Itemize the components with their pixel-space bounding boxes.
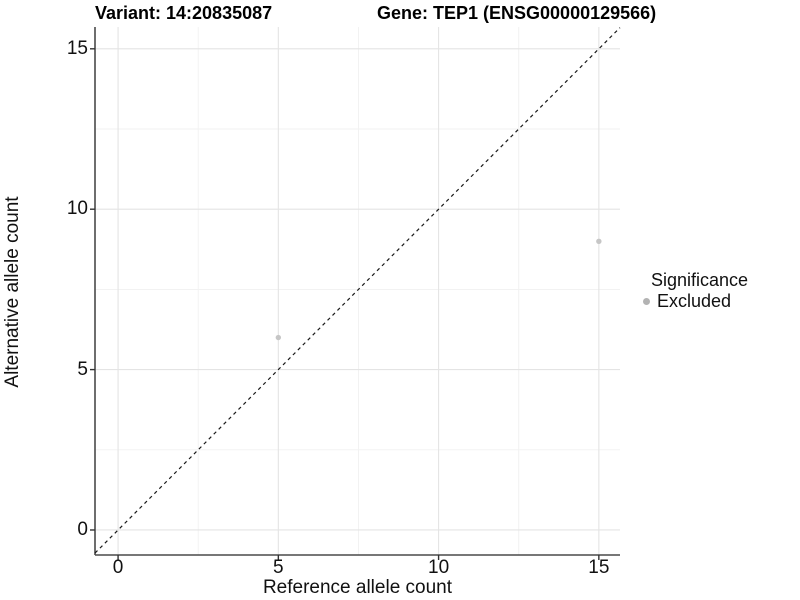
y-axis-title: Alternative allele count (2, 196, 23, 388)
legend-title: Significance (651, 270, 749, 290)
legend-item-excluded: Excluded (640, 291, 748, 311)
y-tick-label: 10 (66, 198, 88, 220)
legend: Significance Excluded (640, 270, 748, 311)
x-tick-label: 15 (588, 557, 610, 578)
y-tick-label: 0 (77, 518, 88, 540)
x-tick-label: 10 (428, 557, 450, 578)
legend-item-label: Excluded (657, 291, 732, 311)
x-tick-label: 0 (112, 557, 124, 578)
y-tick-label: 15 (66, 37, 88, 59)
x-axis-title: Reference allele count (262, 577, 453, 598)
excluded-marker-icon (643, 297, 650, 305)
plot-title-gene: Gene: TEP1 (ENSG00000129566) (377, 3, 657, 23)
plot-title-variant: Variant: 14:20835087 (95, 3, 273, 23)
y-tick-label: 5 (77, 358, 88, 380)
identity-reference-line (94, 27, 621, 554)
x-tick-label: 5 (273, 557, 284, 578)
data-point (596, 238, 602, 244)
data-point (275, 334, 282, 341)
